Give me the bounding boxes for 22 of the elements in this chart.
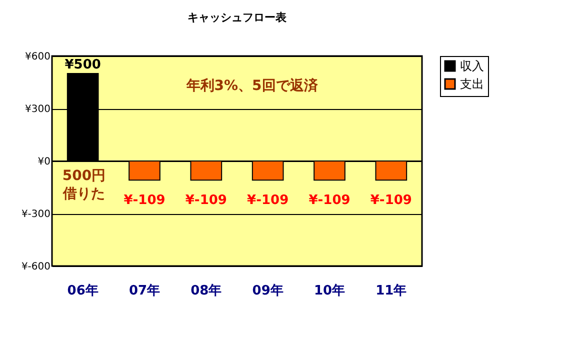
y-tick-label: ¥-300	[21, 209, 50, 220]
data-label: ¥-109	[370, 193, 412, 208]
data-label: ¥-109	[124, 193, 166, 208]
data-label: ¥-109	[308, 193, 350, 208]
x-tick-label: 07年	[128, 284, 160, 298]
x-tick-label: 06年	[67, 284, 98, 298]
data-label: ¥-109	[247, 193, 289, 208]
y-tick-label: ¥-600	[21, 262, 50, 272]
data-label: ¥500	[64, 58, 101, 72]
y-tick-label: ¥300	[25, 104, 50, 115]
x-tick-label: 10年	[314, 284, 346, 298]
x-tick-label: 09年	[252, 284, 284, 298]
x-tick-label: 11年	[376, 284, 407, 298]
annotation: 500円借りた	[62, 168, 106, 202]
annotation: 年利3%、5回で返済	[185, 77, 319, 94]
legend-label: 支出	[460, 77, 484, 91]
x-tick-label: 08年	[190, 284, 222, 298]
y-tick-label: ¥0	[38, 156, 50, 168]
y-tick-label: ¥600	[25, 52, 50, 62]
data-label: ¥-109	[185, 193, 227, 208]
legend-label: 収入	[460, 59, 484, 73]
chart-title: キャッシュフロー表	[188, 11, 288, 24]
